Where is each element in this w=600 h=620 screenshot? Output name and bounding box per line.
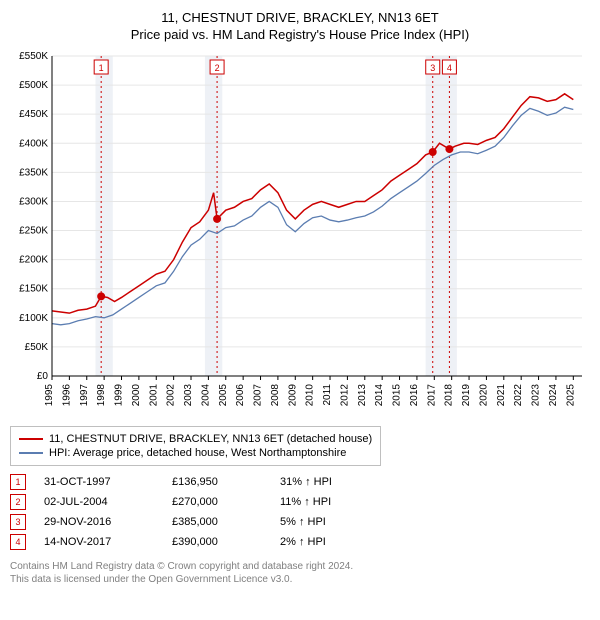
svg-text:£50K: £50K bbox=[25, 342, 49, 353]
transaction-price: £270,000 bbox=[172, 496, 262, 508]
svg-text:2020: 2020 bbox=[478, 384, 489, 407]
transaction-date: 31-OCT-1997 bbox=[44, 476, 154, 488]
svg-text:3: 3 bbox=[430, 63, 435, 73]
legend-label: 11, CHESTNUT DRIVE, BRACKLEY, NN13 6ET (… bbox=[49, 433, 372, 445]
transaction-date: 14-NOV-2017 bbox=[44, 536, 154, 548]
svg-text:2024: 2024 bbox=[548, 384, 559, 407]
legend-swatch bbox=[19, 452, 43, 454]
svg-text:£100K: £100K bbox=[19, 313, 48, 324]
footer-line2: This data is licensed under the Open Gov… bbox=[10, 573, 590, 586]
svg-text:1: 1 bbox=[99, 63, 104, 73]
transaction-hpi-delta: 31% ↑ HPI bbox=[280, 476, 370, 488]
svg-text:2016: 2016 bbox=[409, 384, 420, 407]
transaction-date: 02-JUL-2004 bbox=[44, 496, 154, 508]
svg-text:£200K: £200K bbox=[19, 255, 48, 266]
svg-text:£0: £0 bbox=[37, 371, 49, 382]
transaction-marker: 1 bbox=[10, 474, 26, 490]
transaction-row: 2 02-JUL-2004 £270,000 11% ↑ HPI bbox=[10, 494, 590, 510]
legend: 11, CHESTNUT DRIVE, BRACKLEY, NN13 6ET (… bbox=[10, 426, 381, 466]
legend-swatch bbox=[19, 438, 43, 440]
attribution-footer: Contains HM Land Registry data © Crown c… bbox=[10, 560, 590, 586]
svg-text:£400K: £400K bbox=[19, 138, 48, 149]
transaction-hpi-delta: 11% ↑ HPI bbox=[280, 496, 370, 508]
svg-text:2008: 2008 bbox=[270, 384, 281, 407]
legend-row: HPI: Average price, detached house, West… bbox=[19, 447, 372, 459]
footer-line1: Contains HM Land Registry data © Crown c… bbox=[10, 560, 590, 573]
svg-text:1995: 1995 bbox=[44, 384, 55, 407]
transaction-price: £390,000 bbox=[172, 536, 262, 548]
svg-text:2012: 2012 bbox=[339, 384, 350, 407]
svg-text:2018: 2018 bbox=[444, 384, 455, 407]
svg-text:£450K: £450K bbox=[19, 109, 48, 120]
svg-text:1998: 1998 bbox=[96, 384, 107, 407]
svg-text:2015: 2015 bbox=[392, 384, 403, 407]
svg-text:2017: 2017 bbox=[426, 384, 437, 407]
svg-text:£500K: £500K bbox=[19, 80, 48, 91]
transaction-date: 29-NOV-2016 bbox=[44, 516, 154, 528]
svg-text:2000: 2000 bbox=[131, 384, 142, 407]
svg-text:£350K: £350K bbox=[19, 167, 48, 178]
svg-text:2005: 2005 bbox=[218, 384, 229, 407]
svg-text:2010: 2010 bbox=[305, 384, 316, 407]
svg-text:4: 4 bbox=[447, 63, 452, 73]
transaction-marker: 2 bbox=[10, 494, 26, 510]
svg-text:£250K: £250K bbox=[19, 226, 48, 237]
svg-text:2014: 2014 bbox=[374, 384, 385, 407]
svg-text:2022: 2022 bbox=[513, 384, 524, 407]
transaction-row: 1 31-OCT-1997 £136,950 31% ↑ HPI bbox=[10, 474, 590, 490]
svg-text:2004: 2004 bbox=[200, 384, 211, 407]
svg-text:£300K: £300K bbox=[19, 196, 48, 207]
transaction-row: 3 29-NOV-2016 £385,000 5% ↑ HPI bbox=[10, 514, 590, 530]
svg-text:2013: 2013 bbox=[357, 384, 368, 407]
svg-text:1997: 1997 bbox=[79, 384, 90, 407]
legend-label: HPI: Average price, detached house, West… bbox=[49, 447, 346, 459]
transaction-marker: 4 bbox=[10, 534, 26, 550]
transaction-hpi-delta: 5% ↑ HPI bbox=[280, 516, 370, 528]
svg-text:2009: 2009 bbox=[287, 384, 298, 407]
svg-text:2011: 2011 bbox=[322, 384, 333, 406]
svg-text:1999: 1999 bbox=[114, 384, 125, 407]
svg-text:2001: 2001 bbox=[148, 384, 159, 407]
svg-text:2006: 2006 bbox=[235, 384, 246, 407]
transaction-price: £136,950 bbox=[172, 476, 262, 488]
svg-text:2025: 2025 bbox=[565, 384, 576, 407]
transaction-price: £385,000 bbox=[172, 516, 262, 528]
transactions-table: 1 31-OCT-1997 £136,950 31% ↑ HPI 2 02-JUL-200… bbox=[10, 474, 590, 550]
transaction-hpi-delta: 2% ↑ HPI bbox=[280, 536, 370, 548]
price-chart: £0 £50K £100K £150K £200K £250K £300K £350K £400… bbox=[10, 50, 590, 420]
svg-text:1996: 1996 bbox=[61, 384, 72, 407]
svg-text:2021: 2021 bbox=[496, 384, 507, 407]
svg-text:2003: 2003 bbox=[183, 384, 194, 407]
svg-text:£150K: £150K bbox=[19, 284, 48, 295]
legend-row: 11, CHESTNUT DRIVE, BRACKLEY, NN13 6ET (… bbox=[19, 433, 372, 445]
chart-title-subtitle: Price paid vs. HM Land Registry's House … bbox=[10, 27, 590, 42]
svg-text:2: 2 bbox=[215, 63, 220, 73]
svg-text:£550K: £550K bbox=[19, 51, 48, 62]
transaction-marker: 3 bbox=[10, 514, 26, 530]
svg-text:2019: 2019 bbox=[461, 384, 472, 407]
chart-title-address: 11, CHESTNUT DRIVE, BRACKLEY, NN13 6ET bbox=[10, 10, 590, 25]
svg-text:2007: 2007 bbox=[253, 384, 264, 407]
transaction-row: 4 14-NOV-2017 £390,000 2% ↑ HPI bbox=[10, 534, 590, 550]
svg-text:2023: 2023 bbox=[531, 384, 542, 407]
svg-text:2002: 2002 bbox=[166, 384, 177, 407]
